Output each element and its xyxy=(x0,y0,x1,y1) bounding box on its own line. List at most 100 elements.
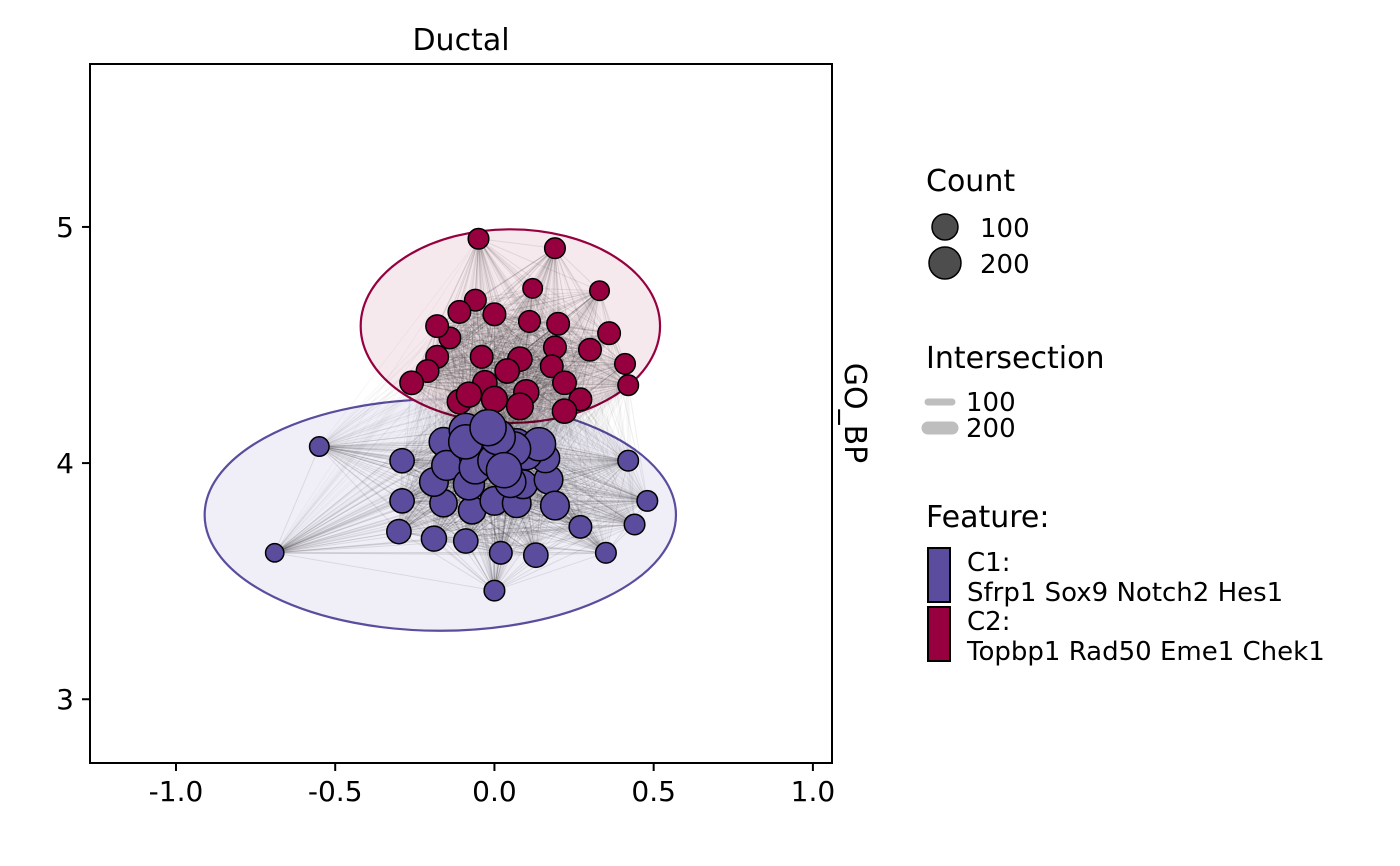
term-node-c1 xyxy=(420,525,448,552)
intersection-edge xyxy=(319,446,537,556)
intersection-edge xyxy=(519,248,556,360)
intersection-edge xyxy=(494,505,556,591)
intersection-edge xyxy=(449,247,556,339)
x-axis: -1.0 -0.5 0.0 0.5 1.0 xyxy=(149,763,835,808)
intersection-legend-title: Intersection xyxy=(926,341,1104,376)
intersection-edge xyxy=(401,500,502,554)
intersection-edge xyxy=(465,523,635,542)
x-tick-label: 0.5 xyxy=(631,775,676,808)
x-tick-label: -1.0 xyxy=(149,775,204,808)
term-node-c2 xyxy=(617,374,640,397)
intersection-edge xyxy=(519,358,626,365)
intersection-edge xyxy=(318,446,400,532)
intersection-edge xyxy=(481,247,556,358)
intersection-edge xyxy=(532,287,626,365)
intersection-edge xyxy=(516,500,648,504)
x-tick-label: -0.5 xyxy=(308,775,363,808)
intersection-edge xyxy=(319,446,435,483)
term-node-c1 xyxy=(539,490,570,521)
intersection-edge xyxy=(318,446,435,540)
term-node-c1 xyxy=(389,447,415,474)
intersection-edge xyxy=(529,290,600,322)
intersection-edge xyxy=(274,500,403,554)
intersection-edge xyxy=(478,238,600,292)
count-legend-title: Count xyxy=(926,164,1015,199)
intersection-edge xyxy=(494,313,591,351)
intersection-edge xyxy=(535,460,629,556)
intersection-edge xyxy=(433,505,556,540)
intersection-edge xyxy=(274,531,399,554)
term-node-c2 xyxy=(494,358,521,384)
intersection-edge xyxy=(319,446,403,462)
intersection-edge xyxy=(554,346,629,386)
intersection-edge xyxy=(437,346,555,358)
intersection-edge xyxy=(274,552,495,592)
term-node-c2 xyxy=(589,280,611,302)
intersection-edge xyxy=(494,500,648,592)
intersection-edge xyxy=(519,358,629,386)
term-node-c1 xyxy=(485,451,523,489)
intersection-edge xyxy=(427,370,629,386)
intersection-edge xyxy=(516,502,635,525)
intersection-edge xyxy=(478,238,629,386)
count-legend-key-200 xyxy=(928,246,962,280)
term-node-c2 xyxy=(455,381,483,408)
term-node-c2 xyxy=(463,288,487,312)
term-node-c1 xyxy=(594,541,617,564)
term-node-c1 xyxy=(636,489,659,512)
y-tick-label: 3 xyxy=(56,683,74,716)
intersection-edge xyxy=(468,300,476,395)
intersection-edge xyxy=(401,500,495,591)
intersection-edge xyxy=(554,500,648,507)
intersection-edge xyxy=(580,460,629,528)
count-legend-label-200: 200 xyxy=(980,250,1030,280)
intersection-edge xyxy=(557,323,581,400)
term-node-c1 xyxy=(568,514,593,539)
intersection-edge xyxy=(274,502,444,554)
intersection-edge xyxy=(474,299,508,372)
intersection-edge xyxy=(274,465,447,554)
intersection-edge xyxy=(548,479,635,525)
intersection-edge xyxy=(437,356,552,367)
intersection-edge xyxy=(500,526,581,554)
intersection-edge xyxy=(478,238,553,367)
feature-legend-genes-c1: Sfrp1 Sox9 Notch2 Hes1 xyxy=(967,578,1283,608)
intersection-edge xyxy=(465,526,581,542)
term-node-c2 xyxy=(546,311,571,336)
term-node-c2 xyxy=(447,299,472,324)
intersection-edge xyxy=(494,524,635,592)
y-tick-label: 4 xyxy=(56,447,74,480)
intersection-edge xyxy=(478,238,530,322)
strip-label: GO_BP xyxy=(837,363,872,464)
plot-panel-border xyxy=(89,63,833,764)
intersection-edge xyxy=(493,479,550,591)
intersection-edge xyxy=(516,502,607,554)
term-node-c1 xyxy=(308,436,330,458)
intersection-edge xyxy=(478,238,495,315)
intersection-legend-label-200: 200 xyxy=(966,414,1016,444)
x-tick-label: 1.0 xyxy=(791,775,836,808)
intersection-edge xyxy=(494,290,600,315)
intersection-edge xyxy=(532,287,629,386)
term-node-c2 xyxy=(480,385,509,413)
intersection-edge xyxy=(478,238,521,360)
term-node-c1 xyxy=(522,542,549,569)
term-node-c2 xyxy=(469,344,494,369)
feature-legend-key-c2 xyxy=(927,606,951,662)
intersection-edge xyxy=(398,531,501,554)
intersection-edge xyxy=(449,323,559,339)
intersection-edge xyxy=(494,552,607,592)
feature-legend-key-c1 xyxy=(927,547,951,603)
intersection-edge xyxy=(427,370,581,400)
term-node-c2 xyxy=(552,370,577,396)
intersection-edge xyxy=(478,238,556,348)
count-legend-key-100 xyxy=(931,213,959,241)
term-node-c2 xyxy=(613,352,637,375)
intersection-edge xyxy=(319,446,444,504)
intersection-edge xyxy=(449,332,610,339)
intersection-edge xyxy=(535,524,635,556)
intersection-legend-label-100: 100 xyxy=(966,388,1016,418)
y-tick-label: 5 xyxy=(56,211,74,244)
intersection-edge xyxy=(494,460,629,591)
